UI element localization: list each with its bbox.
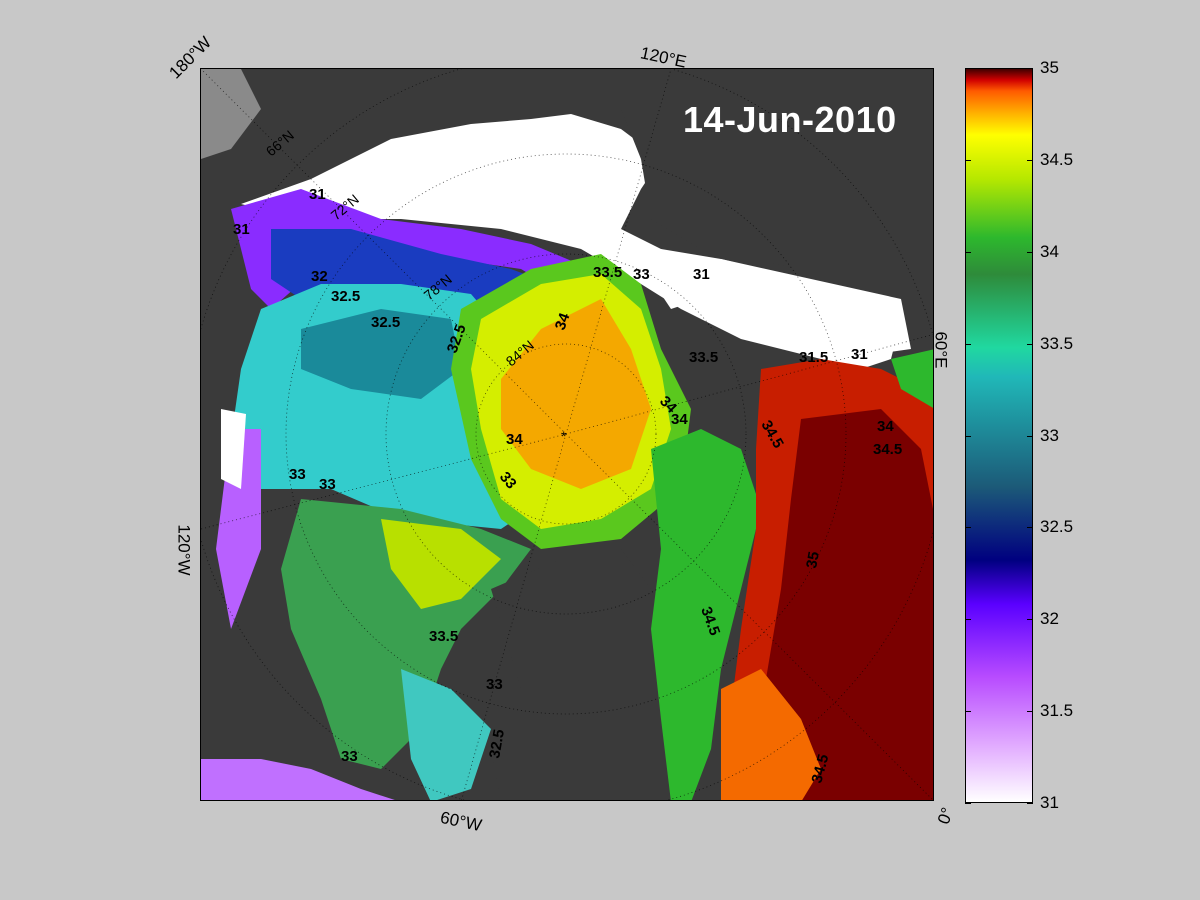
colorbar-tick-mark <box>1027 343 1033 345</box>
colorbar-tick-mark <box>1027 527 1033 529</box>
colorbar-tick-label: 32.5 <box>1040 517 1074 537</box>
contour-label: 31 <box>233 221 250 238</box>
graticule <box>201 69 933 800</box>
purple-band <box>231 189 621 309</box>
colorbar-tick-mark <box>1027 251 1033 253</box>
contour-label: 34 <box>506 431 523 448</box>
contour-label: 33.5 <box>593 264 622 281</box>
lon-120w-label: 120°W <box>174 524 194 576</box>
contour-label: 32.5 <box>486 728 508 760</box>
contour-label: 33 <box>341 748 358 765</box>
contour-label: 34.5 <box>873 441 902 458</box>
colorbar-tick-mark <box>1027 803 1033 804</box>
baffin-channel <box>401 669 491 800</box>
lon-60e-label: 60°E <box>931 331 951 369</box>
nordic-seas-core <box>761 409 933 800</box>
pole-marker: * <box>561 428 567 444</box>
lon-0-label: 0° <box>933 804 958 827</box>
canada-basin-core <box>301 309 461 399</box>
purple-patch-bottom <box>201 759 395 800</box>
colorbar-tick-label: 33 <box>1040 425 1059 445</box>
kara-ice <box>701 259 911 359</box>
contour-label: 32 <box>311 268 328 285</box>
lon-60w-label: 60°W <box>438 807 484 836</box>
contour-label: 34.5 <box>808 752 832 785</box>
colorbar-tick-label: 31 <box>1040 793 1059 812</box>
map-graphic: * 66°N 72°N 78°N 84°N 31 31 31 31.5 31 3… <box>201 69 933 800</box>
contour-label: 31 <box>693 266 710 283</box>
colorbar-tick-mark <box>1027 159 1033 161</box>
ice-patch-left <box>221 409 246 489</box>
colorbar-tick-mark <box>965 251 971 253</box>
iceland-sea <box>721 669 821 800</box>
contour-label: 33.5 <box>689 349 718 366</box>
colorbar-tick-mark <box>965 343 971 345</box>
colorbar-tick-mark <box>965 68 971 69</box>
contour-label: 31 <box>309 186 326 203</box>
contour-label: 31 <box>851 346 868 363</box>
date-label: 14-Jun-2010 <box>683 99 897 140</box>
colorbar-tick-label: 34 <box>1040 241 1059 261</box>
colorbar-tick-mark <box>965 435 971 437</box>
land-light <box>201 69 261 159</box>
contour-label: 34 <box>671 411 688 428</box>
colorbar-tick-label: 34.5 <box>1040 149 1074 169</box>
colorbar-tick-mark <box>965 527 971 529</box>
colorbar-tick-mark <box>1027 435 1033 437</box>
contour-label: 33 <box>633 266 650 283</box>
colorbar-tick-label: 35 <box>1040 58 1059 77</box>
lat-66-label: 66°N <box>263 127 297 159</box>
contour-label: 33 <box>319 476 336 493</box>
colorbar-tick-mark <box>965 619 971 621</box>
colorbar-tick-mark <box>965 803 971 804</box>
contour-label: 32.5 <box>371 314 400 331</box>
contour-label: 34 <box>877 418 894 435</box>
contour-label: 33 <box>289 466 306 483</box>
contour-label: 34 <box>552 310 574 332</box>
ice-patch <box>651 249 701 309</box>
colorbar-tick-mark <box>1027 711 1033 713</box>
contour-label: 33.5 <box>429 628 458 645</box>
greenland-sea <box>651 429 761 800</box>
colorbar-tick-mark <box>965 159 971 161</box>
colorbar-tick-label: 32 <box>1040 609 1059 629</box>
colorbar-tick-mark <box>1027 619 1033 621</box>
colorbar-tick-mark <box>1027 68 1033 69</box>
colorbar-tick-mark <box>965 711 971 713</box>
colorbar <box>965 68 1033 803</box>
contour-label: 33 <box>486 676 503 693</box>
barents-shelf <box>891 349 933 408</box>
contour-label: 32.5 <box>331 288 360 305</box>
eurasia-land <box>621 69 933 309</box>
colorbar-tick-label: 33.5 <box>1040 333 1074 353</box>
salinity-map: * 66°N 72°N 78°N 84°N 31 31 31 31.5 31 3… <box>200 68 934 801</box>
contour-label: 31.5 <box>799 349 828 366</box>
greenland <box>491 549 681 800</box>
colorbar-tick-label: 31.5 <box>1040 701 1074 721</box>
contour-label: 35 <box>803 550 823 569</box>
